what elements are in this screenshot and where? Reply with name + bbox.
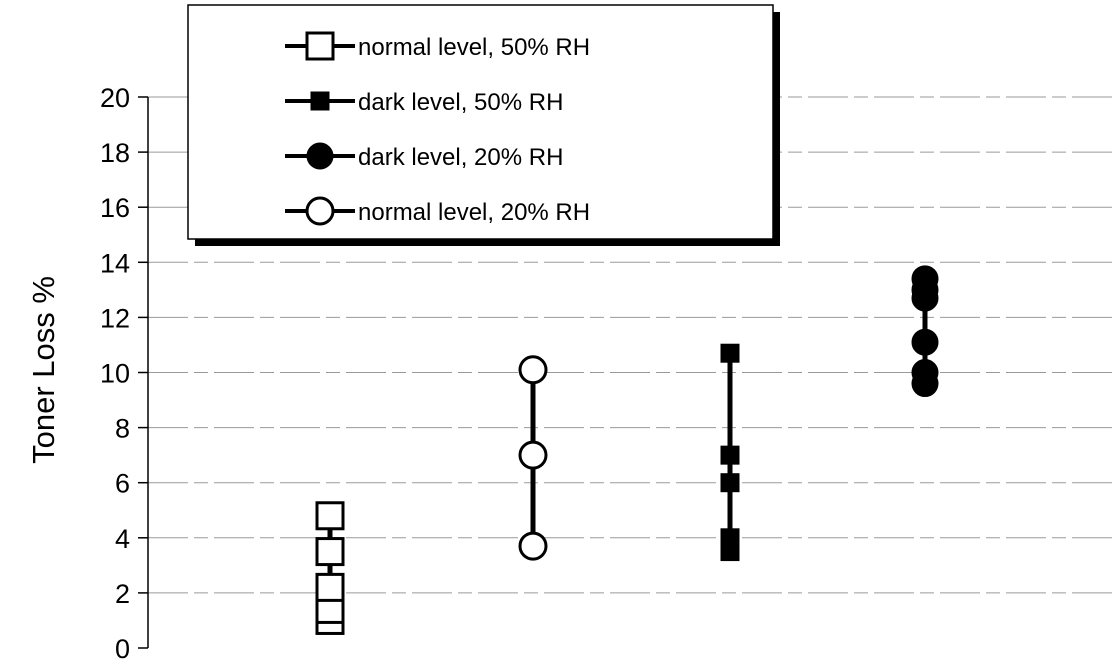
data-point (720, 528, 740, 548)
data-point (720, 445, 740, 465)
legend-item: normal level, 50% RH (285, 31, 590, 61)
data-point (911, 328, 939, 356)
legend: normal level, 50% RH dark level, 50% RH da… (187, 4, 780, 246)
data-point (518, 440, 548, 470)
series-1 (518, 355, 548, 561)
y-tick-label: 18 (100, 138, 130, 168)
data-series (315, 265, 939, 635)
y-axis-ticks: 0 2 4 6 8 10 12 14 16 18 20 (100, 83, 148, 663)
y-tick-label: 8 (115, 414, 130, 444)
data-point (315, 572, 345, 602)
data-point (911, 265, 939, 293)
data-point (518, 355, 548, 385)
series-3 (911, 265, 939, 398)
y-tick-label: 0 (115, 634, 130, 663)
legend-marker (310, 91, 330, 111)
data-point (911, 359, 939, 386)
legend-marker (305, 196, 335, 226)
data-point (720, 343, 740, 363)
legend-label: dark level, 50% RH (358, 89, 563, 116)
data-point (720, 473, 740, 493)
legend-label: normal level, 50% RH (358, 34, 590, 61)
legend-marker (306, 142, 334, 170)
series-0 (315, 501, 345, 635)
series-2 (720, 343, 740, 562)
y-tick-label: 14 (100, 248, 130, 278)
legend-item: dark level, 50% RH (285, 89, 563, 116)
legend-label: normal level, 20% RH (358, 199, 590, 226)
y-tick-label: 12 (100, 303, 130, 333)
y-tick-label: 6 (115, 469, 130, 499)
legend-item: normal level, 20% RH (285, 196, 590, 226)
y-tick-label: 20 (100, 83, 130, 113)
data-point (518, 531, 548, 561)
legend-marker (305, 31, 335, 61)
y-tick-label: 16 (100, 193, 130, 223)
data-point (315, 501, 345, 531)
y-tick-label: 10 (100, 359, 130, 389)
y-tick-label: 2 (115, 579, 130, 609)
legend-item: dark level, 20% RH (285, 142, 563, 171)
data-point (315, 537, 345, 567)
y-axis-title: Toner Loss % (26, 276, 61, 464)
y-tick-label: 4 (115, 524, 130, 554)
legend-label: dark level, 20% RH (358, 144, 563, 171)
